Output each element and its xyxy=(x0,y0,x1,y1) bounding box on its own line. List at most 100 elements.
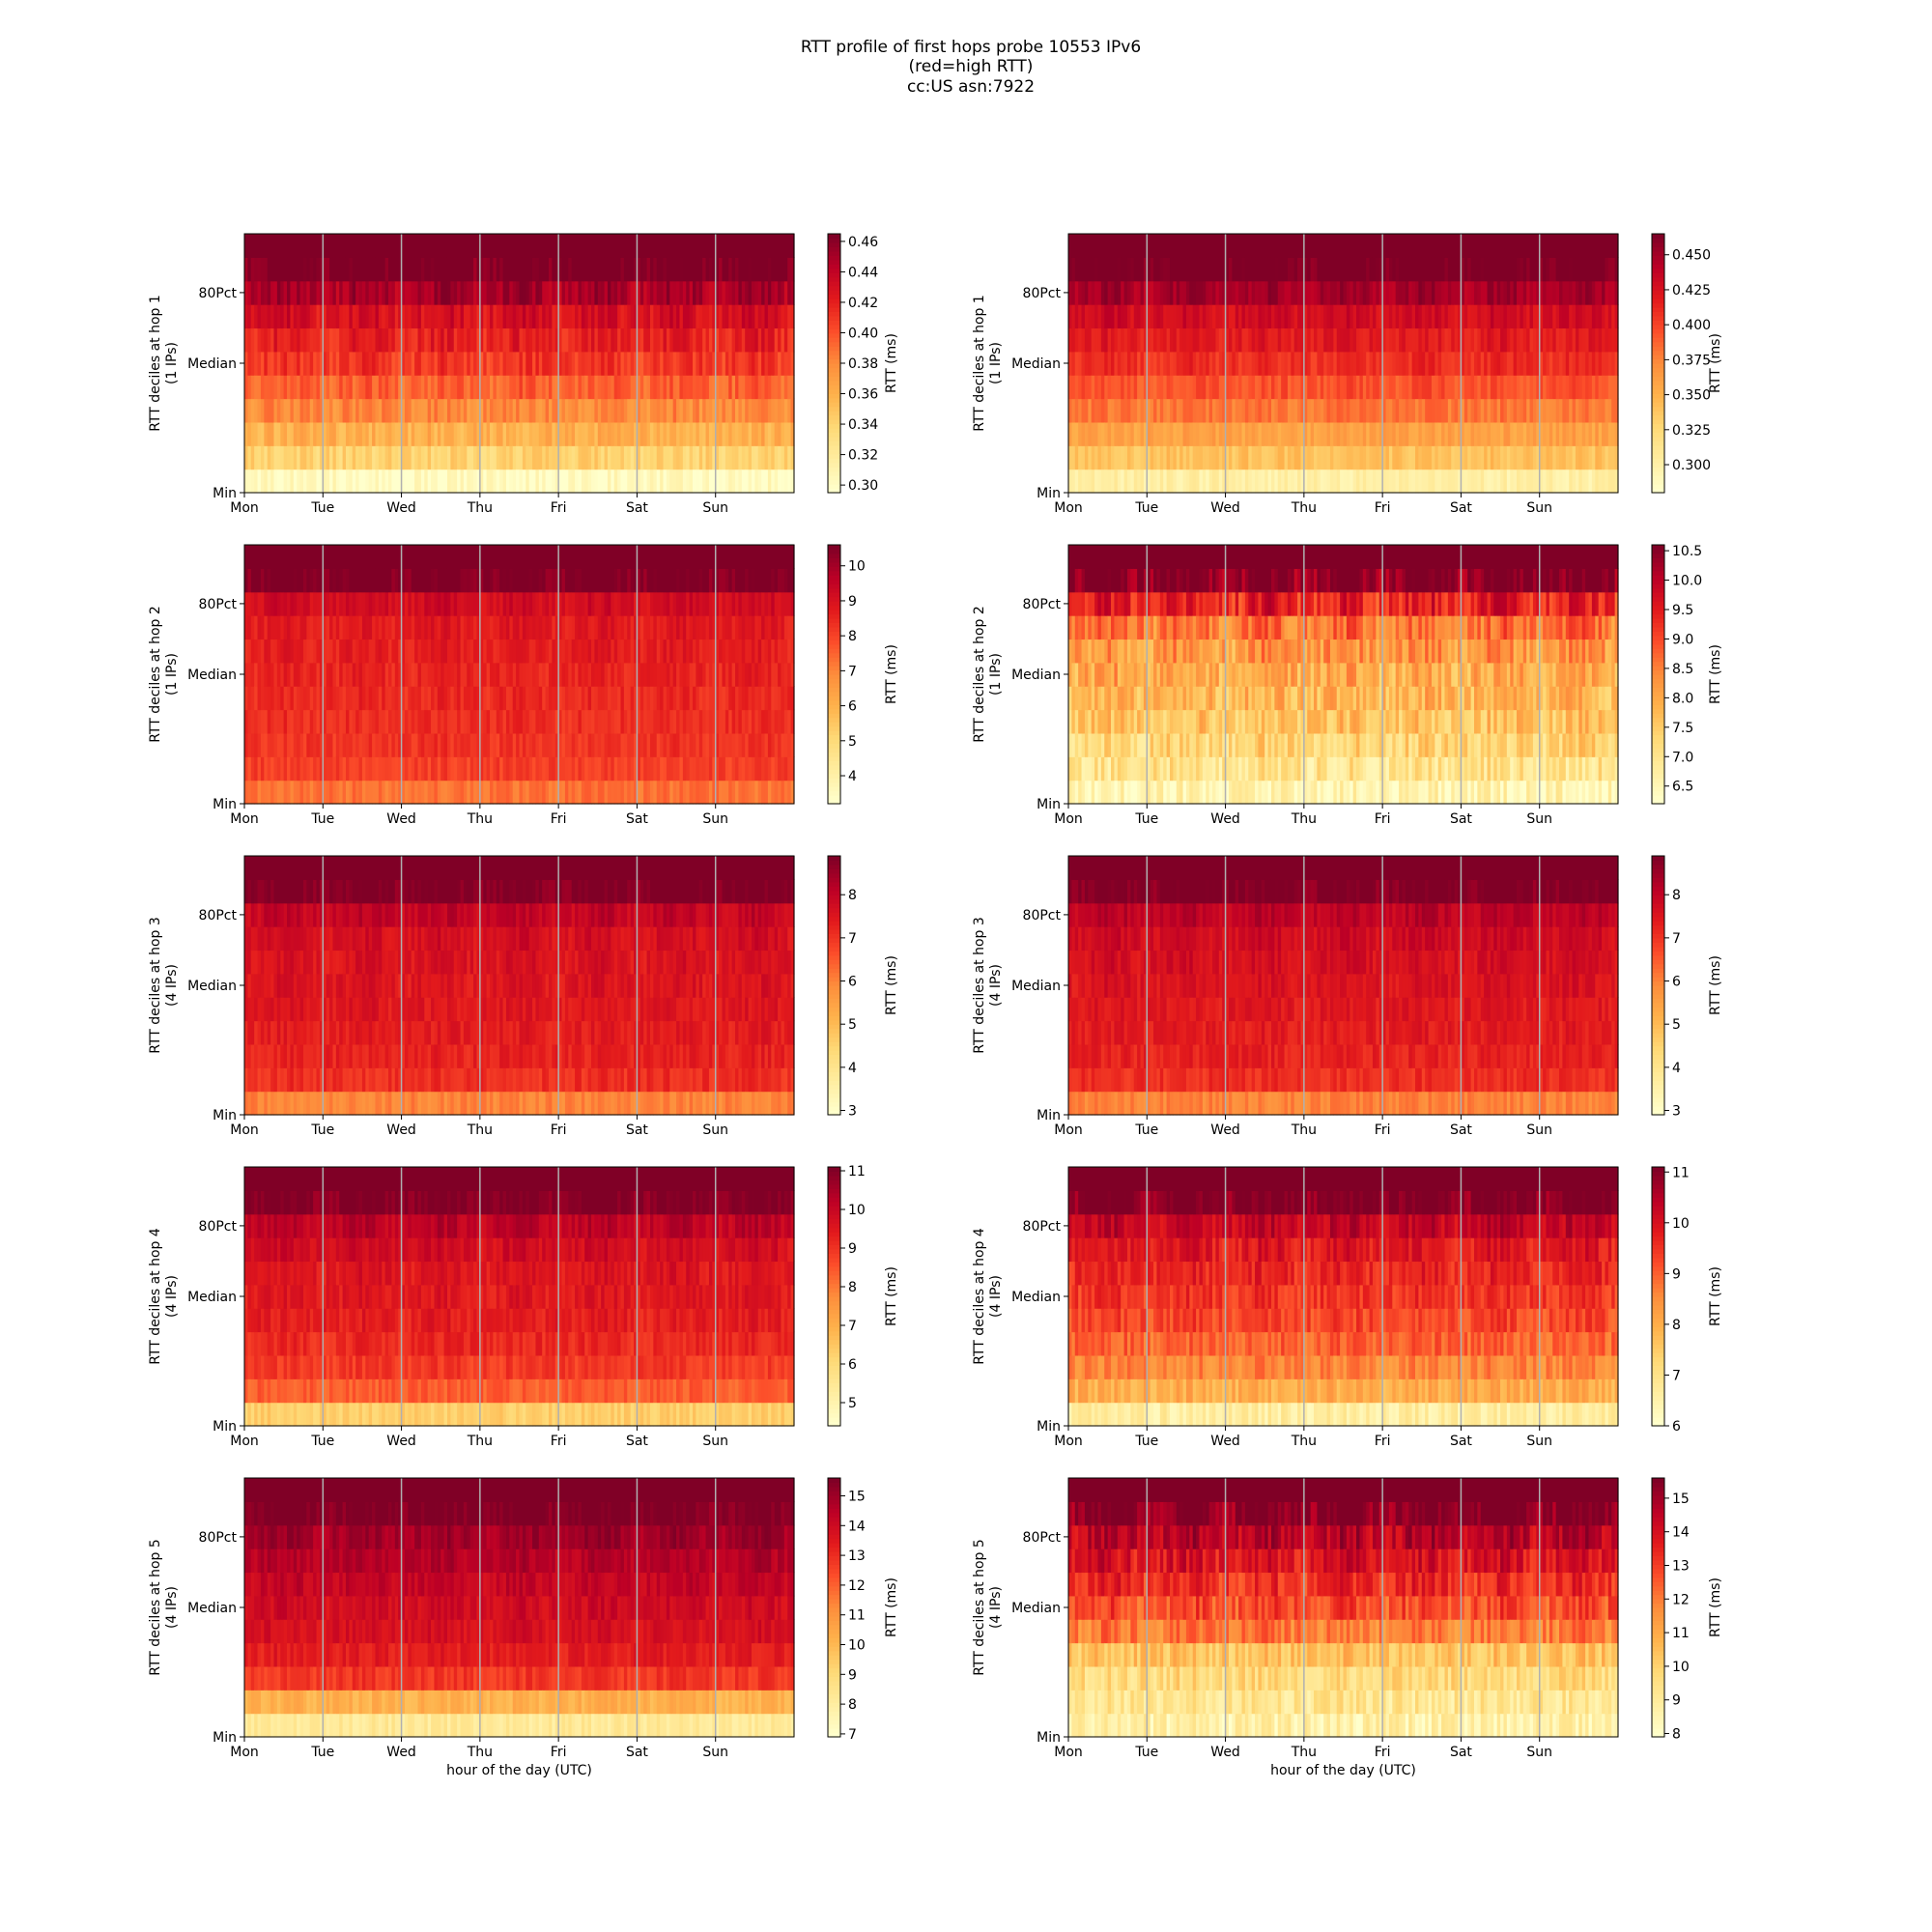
heatmap-cell xyxy=(414,257,419,282)
heatmap-cell xyxy=(323,257,327,282)
heatmap-cell xyxy=(502,686,507,711)
heatmap-cell xyxy=(1310,469,1315,494)
heatmap-cell xyxy=(467,234,471,258)
heatmap-cell xyxy=(1607,351,1612,376)
heatmap-cell xyxy=(767,304,772,329)
heatmap-cell xyxy=(453,234,458,258)
heatmap-cell xyxy=(309,686,314,711)
heatmap-cell xyxy=(319,780,324,805)
heatmap-cell xyxy=(1506,445,1511,470)
heatmap-cell xyxy=(660,280,665,305)
heatmap-cell xyxy=(270,375,275,400)
heatmap-cell xyxy=(1235,327,1239,353)
heatmap-cell xyxy=(787,351,792,376)
heatmap-cell xyxy=(1428,445,1433,470)
heatmap-cell xyxy=(505,639,510,664)
colorbar-segment xyxy=(828,371,840,377)
colorbar-segment xyxy=(828,411,840,416)
heatmap-cell xyxy=(244,398,248,423)
heatmap-cell xyxy=(1441,421,1446,446)
heatmap-cell xyxy=(1104,234,1109,258)
heatmap-cell xyxy=(1126,257,1131,282)
heatmap-cell xyxy=(581,304,585,329)
colorbar-segment xyxy=(1652,320,1664,326)
heatmap-cell xyxy=(1591,327,1596,353)
heatmap-cell xyxy=(1372,234,1377,258)
heatmap-cell xyxy=(1202,351,1207,376)
heatmap-cell xyxy=(731,327,736,353)
heatmap-cell xyxy=(660,375,665,400)
heatmap-cell xyxy=(332,709,337,734)
heatmap-cell xyxy=(693,469,696,494)
heatmap-cell xyxy=(1607,398,1612,423)
heatmap-cell xyxy=(702,327,707,353)
heatmap-cell xyxy=(771,234,776,258)
heatmap-cell xyxy=(1425,257,1430,282)
heatmap-cell xyxy=(384,421,389,446)
heatmap-cell xyxy=(1441,304,1446,329)
heatmap-cell xyxy=(1307,257,1312,282)
heatmap-cell xyxy=(774,280,779,305)
heatmap-cell xyxy=(1517,280,1520,305)
colorbar-segment xyxy=(828,363,840,369)
heatmap-cell xyxy=(460,639,465,664)
heatmap-cell xyxy=(1255,398,1260,423)
heatmap-cell xyxy=(1248,351,1253,376)
heatmap-cell xyxy=(1517,257,1520,282)
heatmap-cell xyxy=(1548,469,1553,494)
heatmap-cell xyxy=(1447,327,1452,353)
heatmap-cell xyxy=(339,591,344,616)
heatmap-cell xyxy=(1362,445,1367,470)
heatmap-cell xyxy=(639,304,644,329)
heatmap-cell xyxy=(283,421,288,446)
heatmap-cell xyxy=(1238,327,1243,353)
heatmap-cell xyxy=(571,257,576,282)
heatmap-cell xyxy=(1189,304,1194,329)
heatmap-cell xyxy=(1159,304,1164,329)
heatmap-cell xyxy=(774,445,779,470)
heatmap-cell xyxy=(1173,327,1178,353)
heatmap-cell xyxy=(368,662,373,687)
heatmap-cell xyxy=(597,351,602,376)
heatmap-cell xyxy=(548,756,553,781)
heatmap-cell xyxy=(552,709,556,734)
heatmap-cell xyxy=(542,351,547,376)
heatmap-cell xyxy=(450,732,455,757)
heatmap-cell xyxy=(499,709,504,734)
heatmap-cell xyxy=(620,445,625,470)
heatmap-cell xyxy=(264,686,269,711)
heatmap-cell xyxy=(1372,375,1377,400)
heatmap-cell xyxy=(398,421,403,446)
heatmap-cell xyxy=(1215,257,1220,282)
heatmap-cell xyxy=(1402,398,1406,423)
heatmap-cell xyxy=(757,469,762,494)
heatmap-cell xyxy=(1444,327,1449,353)
colorbar-segment xyxy=(1652,264,1664,270)
heatmap-cell xyxy=(672,351,677,376)
heatmap-cell xyxy=(1588,280,1593,305)
heatmap-cell xyxy=(1411,327,1416,353)
heatmap-cell xyxy=(267,398,271,423)
heatmap-cell xyxy=(581,257,585,282)
heatmap-cell xyxy=(1212,234,1217,258)
x-tick-label: Tue xyxy=(1134,500,1158,516)
heatmap-cell xyxy=(519,421,524,446)
heatmap-cell xyxy=(604,375,609,400)
heatmap-cell xyxy=(1111,421,1116,446)
heatmap-cell xyxy=(1376,375,1380,400)
colorbar-tick-label: 0.38 xyxy=(848,356,878,372)
heatmap-cell xyxy=(404,615,409,640)
heatmap-cell xyxy=(287,469,292,494)
heatmap-cell xyxy=(1202,469,1207,494)
heatmap-cell xyxy=(1451,280,1456,305)
heatmap-cell xyxy=(1078,445,1083,470)
heatmap-cell xyxy=(352,398,356,423)
heatmap-cell xyxy=(1208,375,1213,400)
heatmap-cell xyxy=(479,709,484,734)
heatmap-cell xyxy=(499,545,504,569)
heatmap-cell xyxy=(1091,280,1095,305)
heatmap-cell xyxy=(306,639,311,664)
heatmap-cell xyxy=(1202,280,1207,305)
heatmap-cell xyxy=(267,732,271,757)
heatmap-cell xyxy=(1461,398,1465,423)
